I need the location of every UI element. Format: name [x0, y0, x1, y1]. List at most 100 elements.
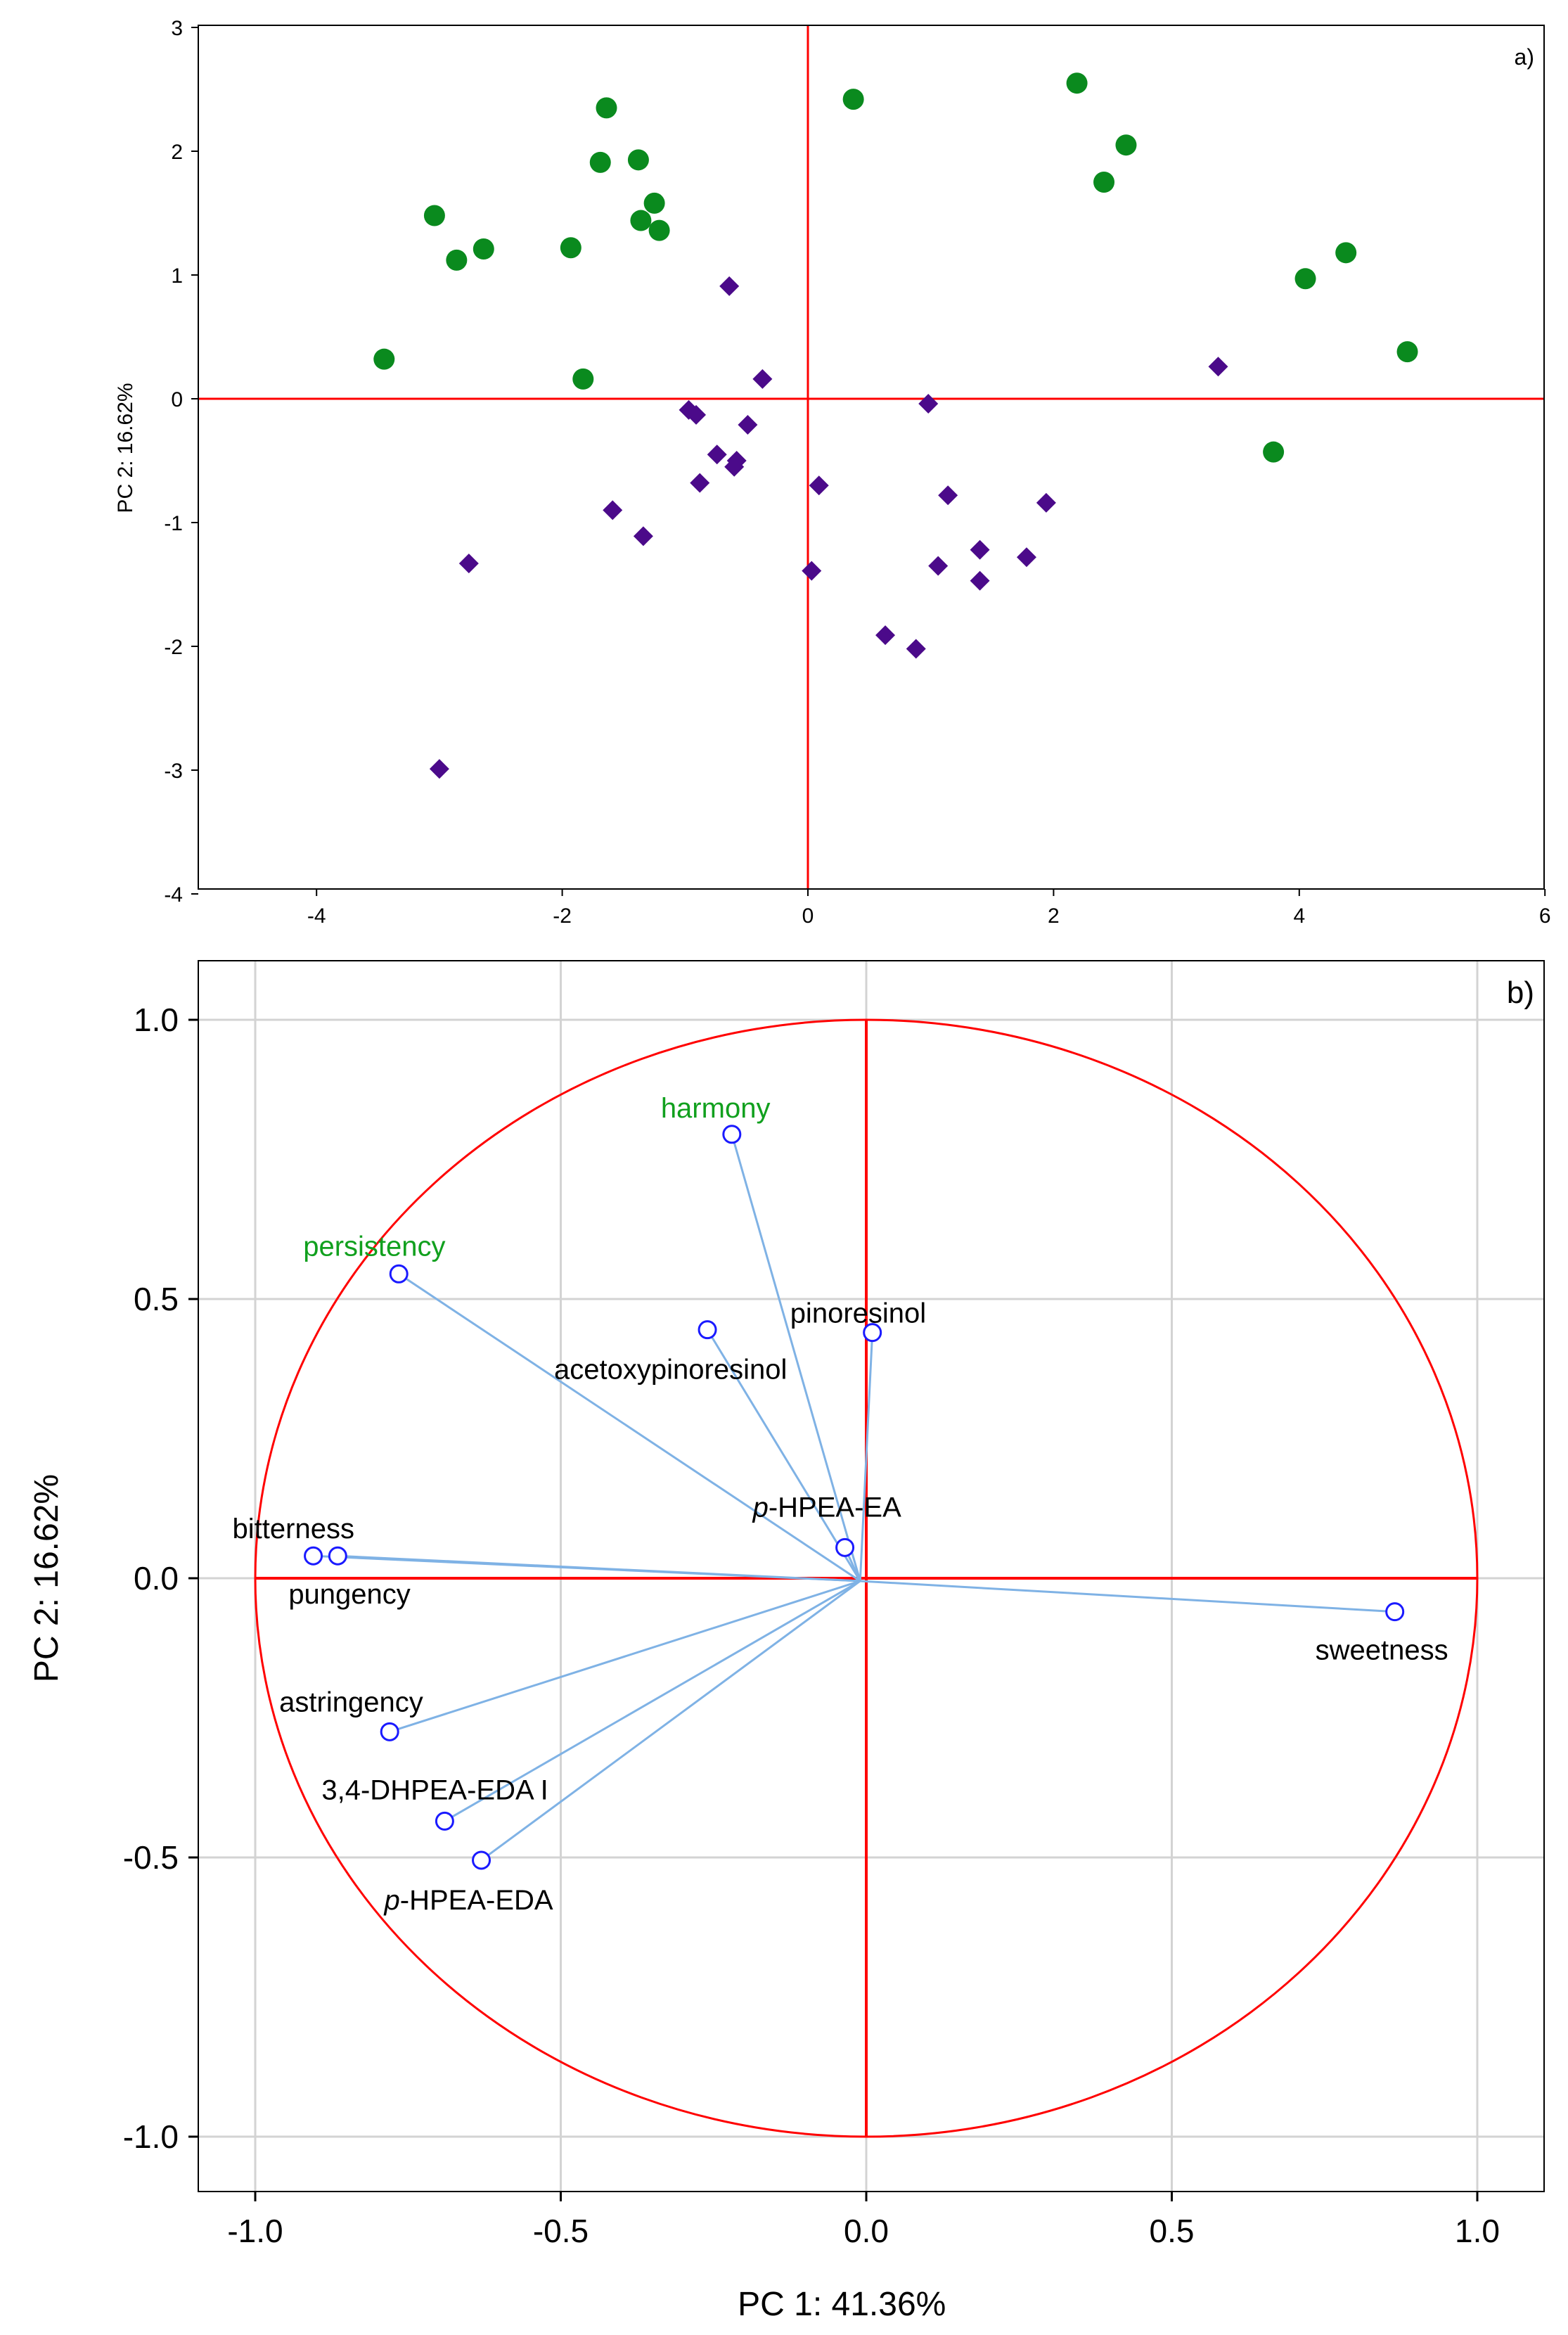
panel-b-variable-label: astringency	[279, 1687, 423, 1717]
panel-b-x-tick-label: 0.0	[844, 2213, 889, 2249]
panel-b-y-tick-label: -0.5	[123, 1839, 179, 1876]
panel-a-diamond-point	[738, 414, 758, 435]
panel-b-variable-label-text: pinoresinol	[790, 1298, 926, 1329]
panel-a-y-tick-label: 3	[171, 17, 183, 40]
panel-b-x-tick-label: -1.0	[227, 2213, 283, 2249]
panel-b-loading-marker	[835, 1537, 855, 1557]
panel-a-circle-point	[627, 149, 649, 171]
panel-b-variable-label: harmony	[661, 1093, 771, 1124]
panel-b-variable-label: p-HPEA-EA	[752, 1492, 901, 1523]
panel-a-diamond-point	[1016, 547, 1036, 568]
panel-a-y-tick-label: -3	[164, 760, 183, 783]
panel-a-diamond-point	[690, 473, 710, 493]
panel-b-tag: b)	[1507, 975, 1534, 1010]
panel-b-variable-label-text: pungency	[288, 1579, 410, 1610]
panel-b-loading-vector	[389, 1580, 861, 1733]
panel-b-variable-label: pinoresinol	[790, 1298, 926, 1329]
panel-b-loading-marker	[1385, 1602, 1405, 1622]
panel-a-x-tick-label: 0	[802, 904, 814, 928]
panel-a-x-tick-label: -4	[307, 904, 326, 928]
panel-a-scatter-plot: -4 -2 0 2 4 6 -4 -3 -2 -1 0 1 2 3 a) PC 2: 16.62%	[114, 17, 1551, 928]
panel-a-diamond-point	[633, 526, 653, 546]
panel-b-y-tick-label: -1.0	[123, 2118, 179, 2155]
panel-a-circle-point	[446, 249, 468, 271]
panel-b-y-tick-label: 0.0	[134, 1560, 179, 1597]
panel-b-loading-marker	[722, 1125, 742, 1144]
panel-b-variable-label-italic-prefix: p	[752, 1492, 769, 1523]
panel-b-variable-label-text: -HPEA-EA	[769, 1492, 901, 1523]
panel-b-variable-label: p-HPEA-EDA	[384, 1885, 553, 1916]
panel-a-y-tick-label: 2	[171, 141, 183, 164]
panel-b-loading-vector	[859, 1332, 874, 1582]
panel-b-loading-marker	[472, 1850, 491, 1870]
panel-b-loading-marker	[863, 1323, 882, 1343]
panel-a-circle-point	[648, 219, 670, 241]
panel-b-frame	[198, 960, 1545, 2192]
panel-a-diamond-point	[875, 625, 896, 646]
panel-a-circle-point	[1066, 72, 1088, 94]
panel-b-variable-label: bitterness	[233, 1514, 354, 1544]
panel-b-variable-label: persistency	[303, 1231, 445, 1262]
panel-b-loading-vector	[731, 1134, 861, 1582]
panel-a-diamond-point	[938, 485, 958, 506]
panel-a-x-tick-label: 4	[1293, 904, 1305, 928]
panel-b-loading-plot: harmony persistency pinoresinolacetoxypino…	[28, 960, 1545, 2323]
panel-a-diamond-point	[458, 554, 479, 574]
panel-a-ticks: -4 -2 0 2 4 6 -4 -3 -2 -1 0 1 2 3	[164, 17, 1550, 928]
panel-a-circle-point	[473, 238, 494, 260]
panel-a-y-tick-label: 0	[171, 388, 183, 411]
panel-a-diamond-point	[970, 539, 990, 560]
panel-b-loading-marker	[304, 1546, 323, 1566]
panel-b-loading-marker	[389, 1264, 409, 1284]
panel-b-loading-marker	[328, 1546, 347, 1566]
panel-b-variable-label: sweetness	[1316, 1635, 1448, 1666]
panel-b-variable-label-italic-prefix: p	[384, 1885, 400, 1916]
panel-b-variable-label-text: bitterness	[233, 1514, 354, 1544]
panel-a-diamond-point	[429, 759, 449, 779]
panel-b-loading-marker	[435, 1811, 454, 1831]
panel-a-y-tick-label: -4	[164, 883, 183, 907]
panel-b-x-tick-label: 1.0	[1455, 2213, 1500, 2249]
panel-b-loading-marker	[380, 1722, 399, 1741]
panel-a-circle-point	[842, 89, 864, 110]
panel-a-y-tick-label: -1	[164, 512, 183, 535]
panel-a-x-tick-label: -2	[553, 904, 572, 928]
panel-a-x-tick-label: 2	[1048, 904, 1060, 928]
panel-b-ticks: -1.0 -0.5 0.0 0.5 1.0 -1.0 -0.5 0.0 0.5 1.0	[123, 1002, 1500, 2249]
panel-a-y-axis-label: PC 2: 16.62%	[114, 383, 137, 513]
panel-a-y-tick-label: 1	[171, 264, 183, 288]
panel-b-loading-vector	[338, 1554, 861, 1582]
panel-b-variable-label-text: persistency	[303, 1231, 445, 1262]
panel-a-frame	[198, 25, 1545, 890]
panel-a-circle-point	[596, 97, 617, 119]
panel-a-diamond-point	[809, 475, 829, 496]
panel-a-circle-point	[630, 210, 652, 231]
panel-a-circle-point	[1263, 441, 1285, 463]
panel-b-loading-vector	[444, 1580, 861, 1822]
panel-a-y-tick-label: -2	[164, 636, 183, 659]
panel-a-diamond-point	[719, 276, 740, 296]
panel-a-circle-point	[423, 205, 445, 226]
panel-b-variable-label: pungency	[288, 1579, 410, 1610]
panel-a-diamond-point	[1208, 357, 1228, 377]
panel-a-diamond-point	[686, 404, 707, 425]
panel-a-diamond-point	[928, 556, 949, 576]
panel-b-loading-markers	[304, 1125, 1405, 1870]
panel-a-diamond-point	[802, 561, 822, 581]
panel-a-circle-point	[1115, 134, 1137, 156]
panel-a-circle-point	[589, 151, 611, 173]
panel-a-circle-point	[373, 348, 395, 370]
panel-b-x-tick-label: 0.5	[1150, 2213, 1195, 2249]
panel-a-points	[373, 72, 1418, 779]
panel-a-diamond-point	[603, 500, 623, 520]
panel-a-circle-point	[572, 368, 594, 390]
panel-b-variable-label: acetoxypinoresinol	[554, 1355, 787, 1386]
panel-b-loading-vector	[398, 1273, 861, 1582]
panel-a-diamond-point	[918, 394, 939, 414]
panel-a-circle-point	[1396, 341, 1418, 363]
panel-a-circle-point	[560, 237, 581, 259]
panel-b-x-tick-label: -0.5	[533, 2213, 589, 2249]
panel-b-variable-label-text: -HPEA-EDA	[400, 1885, 553, 1916]
panel-b-y-tick-label: 1.0	[134, 1002, 179, 1038]
